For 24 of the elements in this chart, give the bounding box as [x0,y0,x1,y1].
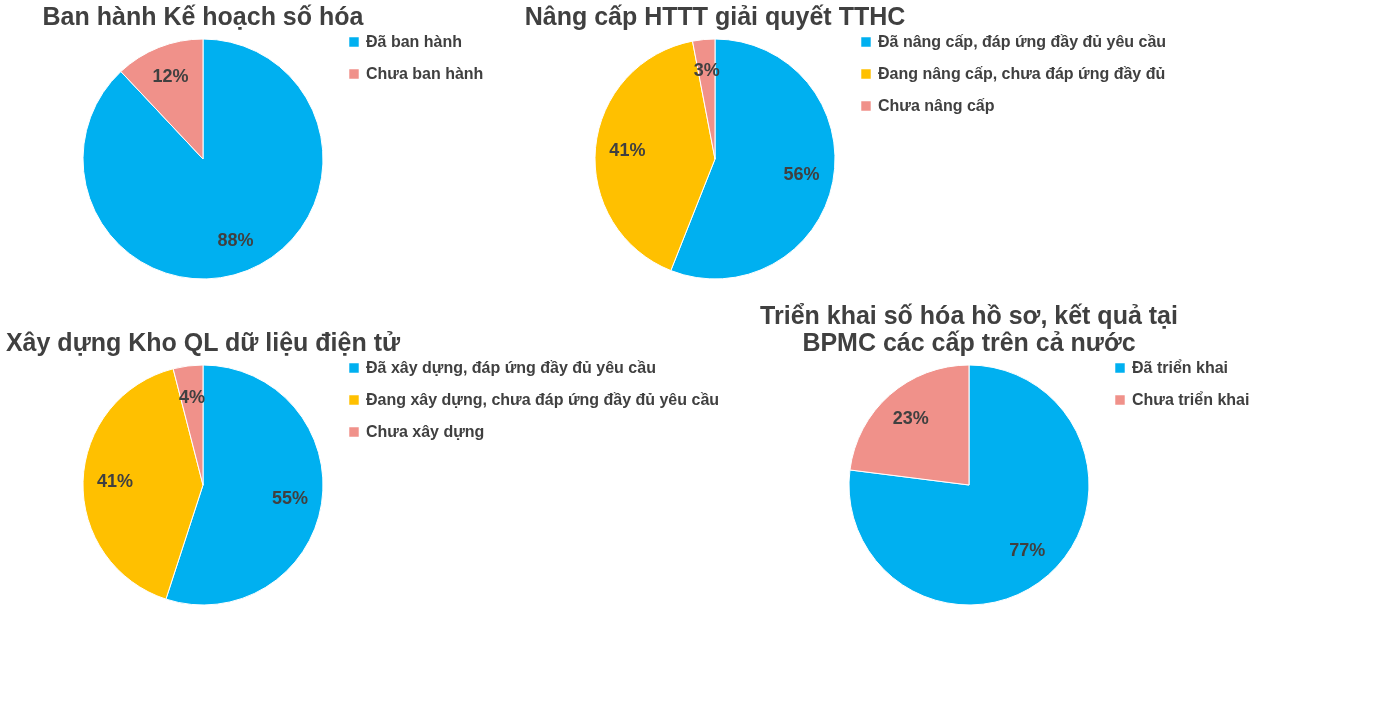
data-label: 77% [1009,540,1046,561]
legend-label: Đã xây dựng, đáp ứng đầy đủ yêu cầu [366,359,656,376]
chart-title: Triển khai số hóa hồ sơ, kết quả tại BPMC các cấp trên cả nước [760,301,1178,356]
legend-label: Đã triển khai [1132,359,1229,376]
legend-label: Chưa triển khai [1132,391,1250,408]
legend-label: Chưa xây dựng [366,423,485,440]
legend-label: Đã ban hành [366,33,463,50]
legend-label: Đang xây dựng, chưa đáp ứng đầy đủ yêu cầu [366,391,720,408]
data-label: 23% [892,407,929,428]
data-label: 12% [152,66,189,87]
legend-label: Chưa nâng cấp [878,97,995,114]
chart-title: Xây dựng Kho QL dữ liệu điện tử [5,328,401,356]
data-label: 55% [271,487,308,508]
data-label: 56% [783,164,820,185]
data-label: 41% [609,139,646,160]
chart-title: Ban hành Kế hoạch số hóa [42,2,365,30]
legend-label: Chưa ban hành [366,65,484,82]
pie-slice [848,364,1090,606]
legend-label: Đang nâng cấp, chưa đáp ứng đầy đủ [878,65,1166,82]
chart-title: Nâng cấp HTTT giải quyết TTHC [524,2,906,30]
legend-label: Đã nâng cấp, đáp ứng đầy đủ yêu cầu [878,33,1167,50]
data-label: 88% [217,229,254,250]
data-label: 41% [97,471,134,492]
pie-slice [82,38,324,280]
